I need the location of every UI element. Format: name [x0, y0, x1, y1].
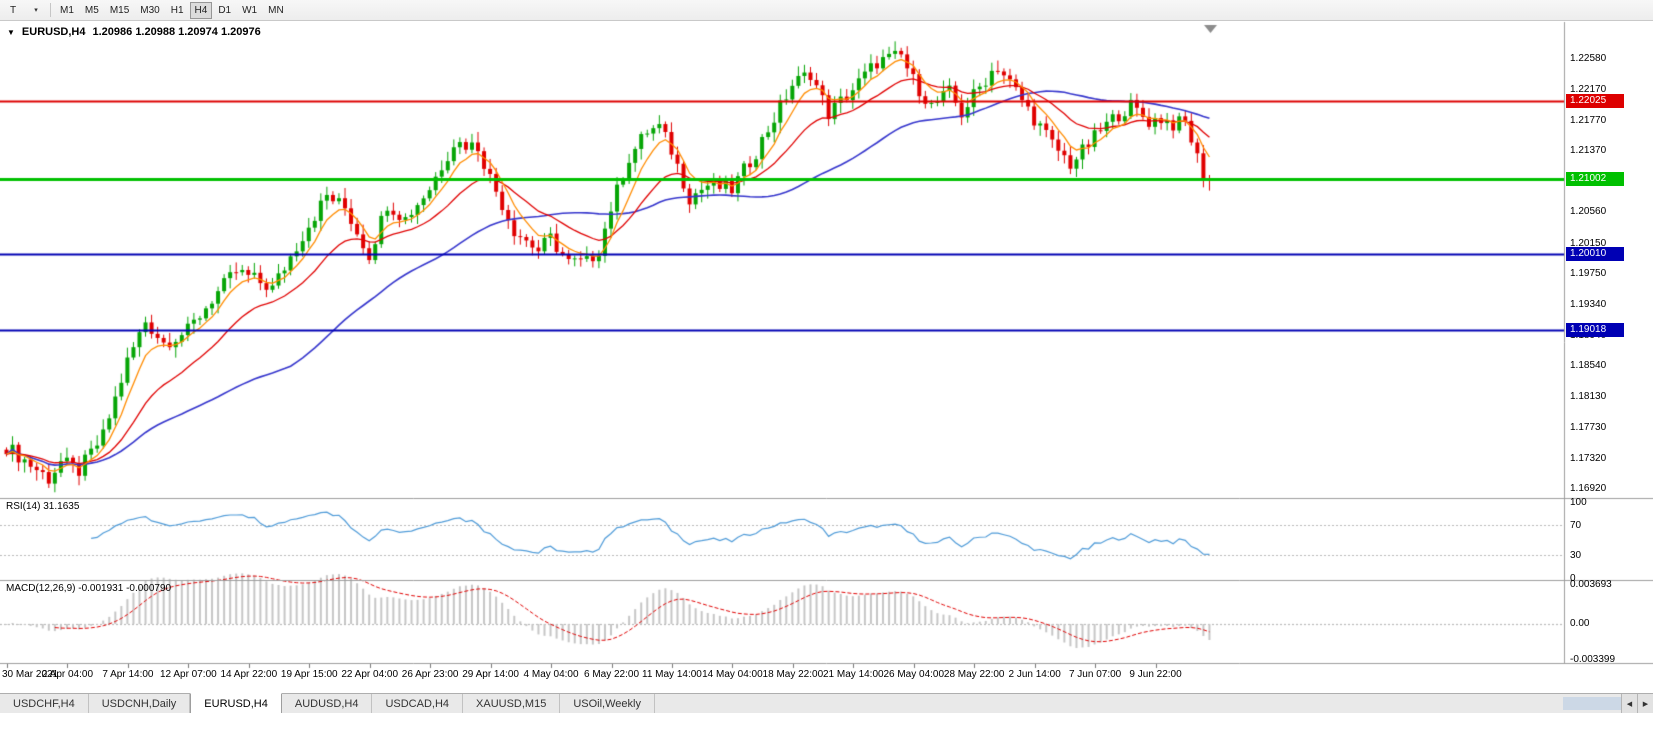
timeframe-button-mn[interactable]: MN [268, 4, 284, 16]
scroll-right-icon: ▶ [1642, 700, 1649, 708]
symbol-timeframe-label: EURUSD,H4 [21, 26, 86, 38]
tab-scrollbar-track[interactable] [1563, 697, 1621, 710]
toolbar-dropdown-button[interactable]: ▾ [24, 2, 46, 19]
chart-tab-usdcnh-daily[interactable]: USDCNH,Daily [88, 694, 191, 713]
timeframe-button-m1[interactable]: M1 [60, 4, 74, 16]
chart-header: ▼ EURUSD,H4 1.20986 1.20988 1.20974 1.20… [7, 26, 261, 38]
chart-tab-bar: USDCHF,H4 USDCNH,Daily EURUSD,H4 AUDUSD,H4 U… [0, 693, 1653, 713]
timeframe-button-m30[interactable]: M30 [140, 4, 160, 16]
chart-tab-audusd-h4[interactable]: AUDUSD,H4 [281, 694, 373, 713]
chart-tabs: USDCHF,H4 USDCNH,Daily EURUSD,H4 AUDUSD,H4 U… [0, 693, 655, 713]
timeframe-button-m5[interactable]: M5 [84, 4, 99, 16]
timeframe-button-w1[interactable]: W1 [242, 4, 258, 16]
toolbar-button-t[interactable]: T [9, 4, 17, 16]
rsi-label: RSI(14) 31.1635 [6, 501, 80, 512]
scroll-left-icon: ◀ [1626, 700, 1633, 708]
timeframe-button-h1[interactable]: H1 [170, 4, 184, 16]
chart-tab-usoil-weekly[interactable]: USOil,Weekly [560, 694, 655, 713]
collapse-arrow-icon[interactable]: ▼ [7, 27, 15, 37]
tab-scroll-right-button[interactable]: ▶ [1637, 694, 1653, 713]
tab-scroll-left-button[interactable]: ◀ [1621, 694, 1637, 713]
chart-tab-eurusd-h4[interactable]: EURUSD,H4 [190, 693, 282, 713]
macd-label: MACD(12,26,9) -0.001931 -0.000790 [6, 583, 172, 594]
toolbar-separator [50, 3, 51, 17]
chart-tab-xauusd-m15[interactable]: XAUUSD,M15 [463, 694, 561, 713]
chart-tab-usdchf-h4[interactable]: USDCHF,H4 [0, 694, 89, 713]
timeframe-buttons: M1 M5 M15 M30 H1 H4 D1 W1 MN [55, 1, 289, 19]
timeframe-toolbar: T ▾ M1 M5 M15 M30 H1 H4 D1 W1 MN [0, 0, 1653, 21]
timeframe-button-d1[interactable]: D1 [218, 4, 232, 16]
timeframe-button-m15[interactable]: M15 [109, 4, 130, 16]
chart-tab-usdcad-h4[interactable]: USDCAD,H4 [372, 694, 464, 713]
tabbar-spacer [655, 694, 1563, 713]
chevron-down-icon: ▾ [34, 7, 38, 14]
timeframe-button-h4[interactable]: H4 [189, 1, 213, 19]
ohlc-values: 1.20986 1.20988 1.20974 1.20976 [92, 26, 261, 38]
